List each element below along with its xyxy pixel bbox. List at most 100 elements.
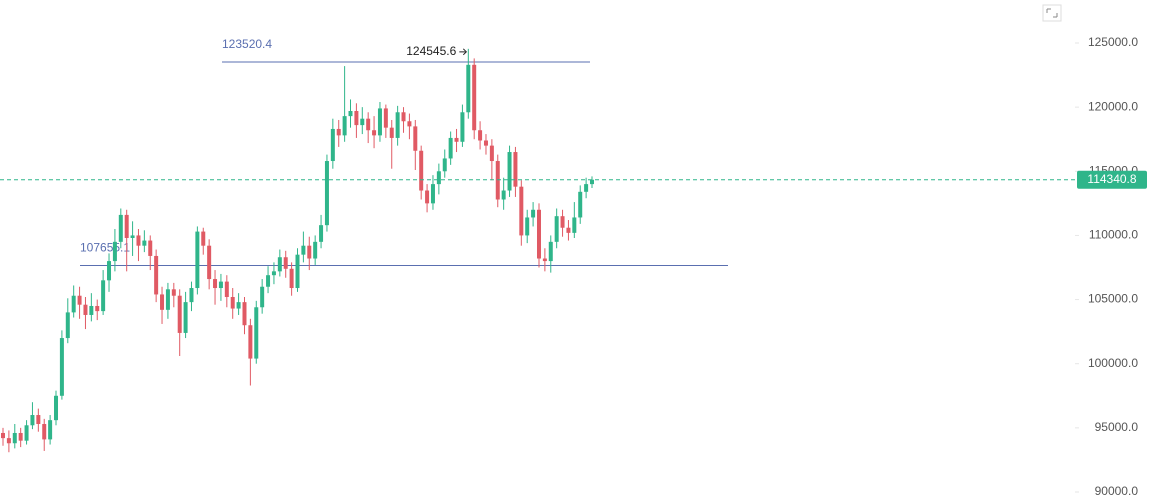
candles: [1, 48, 594, 453]
candle-body: [472, 64, 477, 131]
high-arrow: [459, 48, 468, 56]
candle-body: [425, 190, 430, 204]
candle-body: [548, 241, 553, 262]
candle-body: [389, 127, 394, 138]
candle-body: [1, 432, 5, 439]
y-tick-label: 125000.0: [1088, 35, 1138, 49]
candle-body: [95, 305, 100, 312]
candle-body: [460, 112, 465, 142]
candle-body: [195, 231, 200, 289]
candle-body: [271, 271, 276, 276]
candle-body: [260, 286, 265, 308]
candle-body: [301, 245, 306, 255]
y-tick-label: 90000.0: [1095, 484, 1139, 498]
candle-body: [213, 279, 218, 289]
candle-body: [419, 150, 424, 191]
candle-body: [118, 214, 123, 242]
last-price-box: [1077, 170, 1147, 189]
candle-body: [6, 438, 11, 444]
candle-body: [566, 227, 571, 233]
candle-body: [519, 186, 524, 236]
candle-body: [289, 268, 294, 289]
candle-body: [207, 245, 212, 280]
candle-body: [483, 140, 488, 146]
candle-body: [342, 116, 347, 136]
candle-body: [54, 395, 59, 421]
candle-body: [513, 152, 518, 187]
candle-body: [248, 325, 253, 359]
candle-body: [448, 137, 453, 159]
candle-body: [177, 295, 182, 333]
candle-body: [142, 240, 147, 246]
candle-body: [266, 275, 271, 287]
candle-body: [366, 118, 371, 131]
candle-body: [442, 158, 447, 172]
candle-body: [30, 415, 35, 426]
candle-body: [65, 312, 70, 339]
candle-body: [536, 209, 541, 259]
candle-body: [554, 216, 559, 242]
candle-body: [130, 235, 135, 238]
candle-body: [454, 137, 459, 142]
last-price-label: 114340.8: [1087, 172, 1136, 186]
candle-body: [495, 161, 500, 200]
candle-body: [277, 257, 282, 272]
candle-body: [407, 121, 412, 127]
candle-body: [354, 110, 359, 126]
candle-body: [148, 240, 153, 256]
level-label: 107655.1: [80, 241, 130, 255]
candle-body: [89, 305, 94, 315]
candle-body: [295, 254, 300, 289]
candle-body: [372, 130, 377, 136]
candle-body: [590, 179, 594, 185]
candle-body: [401, 112, 406, 122]
candle-body: [71, 295, 76, 313]
candle-body: [77, 295, 82, 305]
candle-body: [59, 338, 64, 396]
candle-body: [336, 128, 341, 136]
candle-body: [319, 225, 324, 242]
candle-body: [154, 255, 159, 295]
y-tick-label: 120000.0: [1088, 99, 1138, 113]
y-tick-label: 105000.0: [1088, 292, 1138, 306]
candle-body: [254, 307, 259, 359]
candle-body: [501, 190, 506, 200]
candle-body: [348, 110, 353, 117]
candle-body: [572, 217, 577, 233]
candle-body: [307, 245, 312, 259]
candle-body: [112, 241, 117, 262]
candle-body: [236, 302, 241, 309]
candle-body: [230, 297, 235, 309]
candle-body: [430, 184, 435, 204]
candle-body: [201, 231, 206, 246]
candle-body: [542, 258, 547, 262]
candle-body: [171, 289, 176, 296]
icon-glyph[interactable]: [1046, 8, 1058, 18]
candle-body: [48, 420, 53, 440]
candle-body: [436, 171, 441, 185]
candle-body: [360, 118, 365, 126]
candle-body: [395, 112, 400, 138]
candle-body: [578, 191, 583, 218]
candle-body: [560, 216, 565, 228]
candle-body: [12, 432, 17, 444]
candle-body: [330, 128, 335, 162]
candle-body: [136, 235, 141, 246]
candle-body: [42, 424, 47, 440]
candle-body: [525, 217, 530, 236]
corner-icon[interactable]: [1042, 4, 1062, 22]
candle-body: [189, 288, 194, 303]
candle-body: [242, 302, 247, 326]
candle-body: [107, 261, 112, 281]
candle-body: [413, 126, 418, 151]
y-tick-label: 110000.0: [1089, 228, 1138, 242]
candle-body: [584, 184, 589, 192]
candle-body: [160, 294, 165, 310]
candle-body: [478, 130, 483, 141]
candle-body: [36, 415, 41, 425]
candle-body: [101, 280, 106, 312]
icon-frame[interactable]: [1042, 4, 1062, 22]
